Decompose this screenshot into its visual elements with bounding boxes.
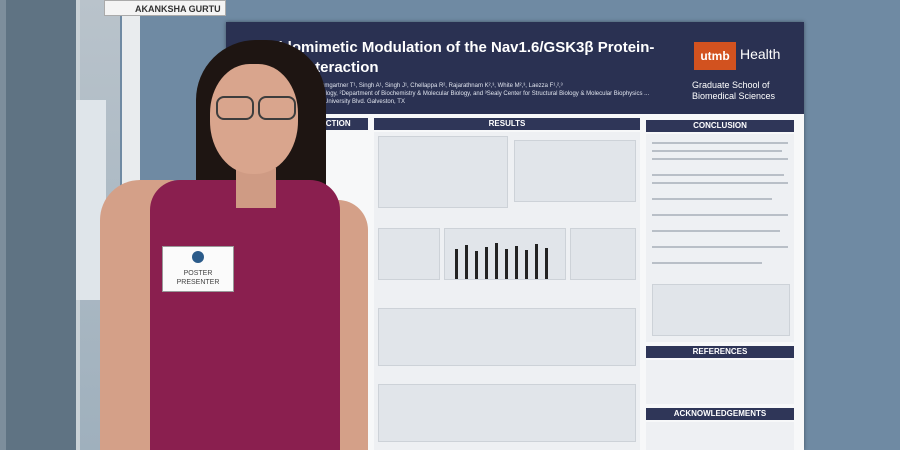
bar-mark: [475, 251, 478, 279]
text-line: [652, 150, 782, 152]
glasses-lens-right: [258, 96, 296, 120]
figure-bar-chart: [444, 228, 566, 280]
bar-mark: [465, 245, 468, 279]
poster-authors: ...joo Z¹, Baumgartner T¹, Singh A¹, Sin…: [290, 82, 650, 106]
text-line: [652, 262, 762, 264]
poster-presenter-badge: POSTER PRESENTER: [162, 246, 234, 292]
bar-mark: [545, 248, 548, 279]
text-line: [652, 174, 784, 176]
figure-structure: [378, 136, 508, 208]
text-line: [652, 198, 772, 200]
nameplate: AKANKSHA GURTU: [104, 0, 226, 16]
section-references: REFERENCES: [646, 346, 794, 358]
badge-logo-icon: [192, 251, 204, 263]
bar-mark: [485, 247, 488, 279]
figure-functional: [378, 384, 636, 442]
poster-author-list: ...joo Z¹, Baumgartner T¹, Singh A¹, Sin…: [290, 83, 563, 89]
bar-mark: [455, 249, 458, 279]
figure-trace-1: [378, 228, 440, 280]
references-column: [646, 360, 794, 404]
badge-line-2: PRESENTER: [176, 279, 220, 286]
school-name: Graduate School of Biomedical Sciences: [692, 80, 776, 101]
logo-word: Health: [740, 46, 781, 62]
text-line: [652, 142, 788, 144]
figure-model: [652, 284, 790, 336]
figure-recordings: [378, 308, 636, 366]
person-neck: [236, 168, 276, 208]
glasses-lens-left: [216, 96, 254, 120]
text-line: [652, 214, 788, 216]
glasses: [212, 96, 296, 120]
section-results: RESULTS: [374, 118, 640, 130]
text-line: [652, 230, 780, 232]
text-line: [652, 182, 788, 184]
utmb-logo: utmb: [694, 42, 736, 70]
bar-mark: [495, 243, 498, 279]
person-top: [150, 180, 340, 450]
bar-mark: [535, 244, 538, 279]
poster-header: Peptidomimetic Modulation of the Nav1.6/…: [226, 22, 804, 114]
bar-mark: [515, 246, 518, 279]
results-column: [374, 132, 640, 450]
section-acknowledgements: ACKNOWLEDGEMENTS: [646, 408, 794, 420]
bar-mark: [505, 249, 508, 279]
poster-affiliation: ...gy & Toxicology, ²Department of Bioch…: [290, 91, 650, 105]
figure-table: [514, 140, 636, 202]
conclusion-column: [646, 134, 794, 342]
section-conclusion: CONCLUSION: [646, 120, 794, 132]
text-line: [652, 158, 788, 160]
bar-mark: [525, 250, 528, 279]
badge-line-1: POSTER: [183, 270, 213, 277]
figure-curve: [570, 228, 636, 280]
text-line: [652, 246, 788, 248]
door: [6, 0, 80, 450]
acknowledgements-column: [646, 422, 794, 450]
